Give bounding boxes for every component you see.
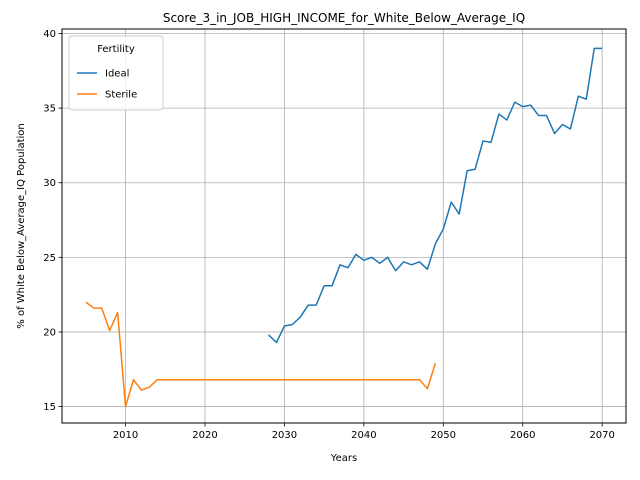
series-line-sterile	[85, 301, 437, 408]
legend-box	[68, 35, 164, 111]
legend-items: Ideal Sterile	[77, 69, 137, 101]
legend: Fertility Ideal Sterile	[68, 35, 164, 111]
legend-title: Fertility	[97, 44, 135, 55]
x-tick-label: 2050	[431, 430, 456, 441]
grid-lines	[62, 29, 626, 423]
legend-label-ideal: Ideal	[105, 69, 129, 80]
y-tick-label: 25	[43, 253, 56, 264]
x-tick-label: 2040	[351, 430, 376, 441]
series-lines	[85, 47, 603, 408]
x-axis-label: Years	[330, 453, 357, 464]
x-tick-label: 2030	[272, 430, 297, 441]
x-tick-label: 2020	[192, 430, 217, 441]
y-axis-label: % of White Below_Average_IQ Population	[16, 123, 27, 328]
y-tick-label: 30	[43, 178, 56, 189]
x-tick-label: 2010	[113, 430, 138, 441]
x-tick-label: 2060	[510, 430, 535, 441]
x-tick-label: 2070	[589, 430, 614, 441]
x-axis-ticks: 2010 2020 2030 2040 2050 2060 2070	[113, 423, 615, 441]
y-axis-ticks: 15 20 25 30 35 40	[43, 29, 62, 413]
y-tick-label: 35	[43, 104, 56, 115]
y-tick-label: 20	[43, 327, 56, 338]
chart-title: Score_3_in_JOB_HIGH_INCOME_for_White_Bel…	[163, 11, 525, 25]
legend-label-sterile: Sterile	[105, 90, 137, 101]
series-line-ideal	[268, 47, 603, 344]
y-tick-label: 15	[43, 402, 56, 413]
axes-frame	[61, 28, 627, 424]
y-tick-label: 40	[43, 29, 56, 40]
